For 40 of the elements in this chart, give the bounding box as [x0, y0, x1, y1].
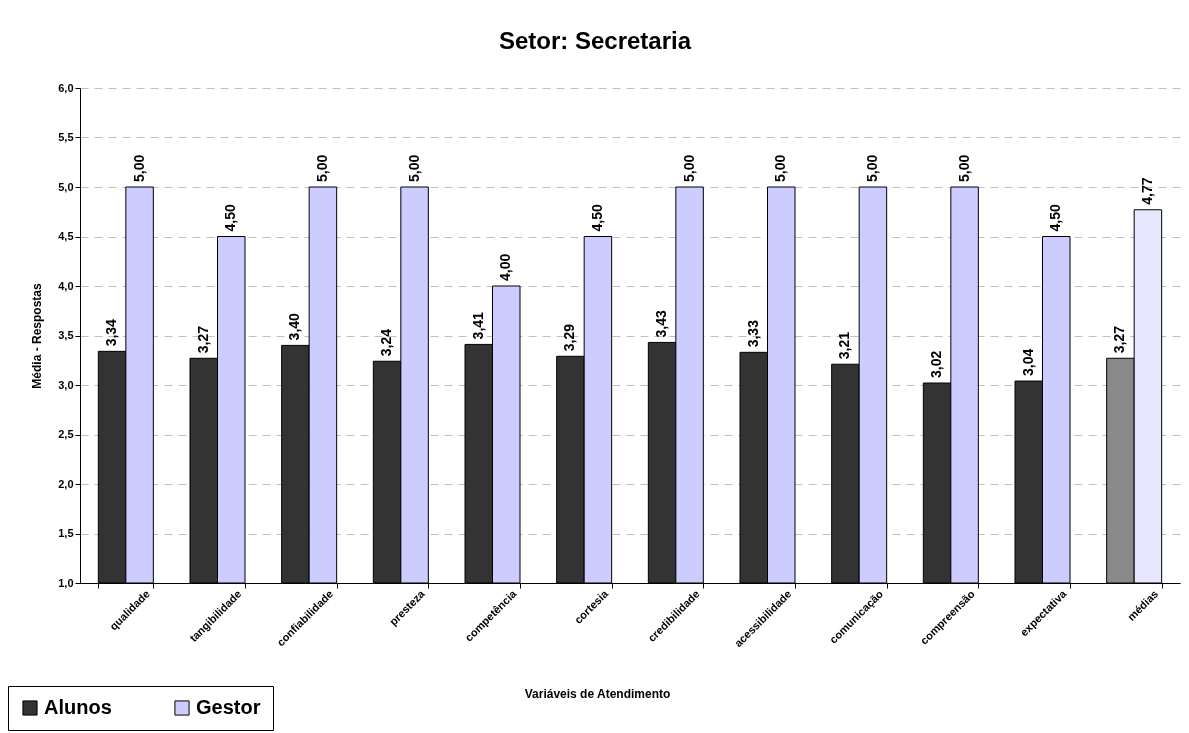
- y-tick-label: 4,5: [58, 230, 74, 242]
- data-label: 5,00: [772, 154, 789, 182]
- data-label: 4,77: [1138, 177, 1155, 205]
- data-label: 5,00: [313, 154, 330, 182]
- data-label: 3,24: [378, 328, 395, 357]
- data-label: 3,40: [286, 312, 303, 341]
- data-label: 3,27: [1111, 325, 1128, 354]
- data-label: 3,34: [103, 318, 120, 347]
- y-tick-label: 2,0: [58, 477, 74, 490]
- data-label: 3,29: [561, 323, 578, 352]
- data-label: 5,00: [130, 154, 147, 182]
- data-label: 3,04: [1019, 348, 1036, 377]
- y-tick-label: 3,0: [58, 378, 74, 391]
- data-label: 3,41: [469, 311, 486, 340]
- y-tick-label: 2,5: [58, 428, 74, 440]
- data-label: 5,00: [680, 154, 697, 182]
- y-tick-label: 1,5: [58, 527, 74, 539]
- chart-title: Setor: Secretaria: [498, 27, 692, 54]
- y-tick-label: 5,5: [58, 131, 74, 143]
- x-axis-title: Variáveis de Atendimento: [524, 687, 671, 702]
- data-label: 4,00: [497, 253, 514, 281]
- y-tick-label: 3,5: [58, 329, 74, 341]
- y-tick-label: 5,0: [58, 180, 74, 193]
- legend-label: Alunos: [44, 696, 112, 718]
- data-label: 3,02: [928, 350, 945, 379]
- data-label: 3,33: [744, 319, 761, 348]
- data-label: 4,50: [588, 204, 605, 232]
- y-tick-label: 1,0: [58, 576, 74, 589]
- data-label: 4,50: [222, 204, 239, 232]
- data-label: 3,21: [836, 331, 853, 360]
- data-label: 3,27: [194, 325, 211, 354]
- y-tick-label: 4,0: [58, 279, 74, 292]
- y-tick-label: 6,0: [58, 81, 74, 94]
- data-label: 5,00: [863, 154, 880, 182]
- data-label: 4,50: [1047, 204, 1064, 232]
- data-label: 5,00: [955, 154, 972, 182]
- data-label: 3,43: [653, 309, 670, 338]
- legend-label: Gestor: [196, 696, 261, 718]
- y-axis-title: Média - Respostas: [30, 283, 45, 389]
- data-label: 5,00: [405, 154, 422, 182]
